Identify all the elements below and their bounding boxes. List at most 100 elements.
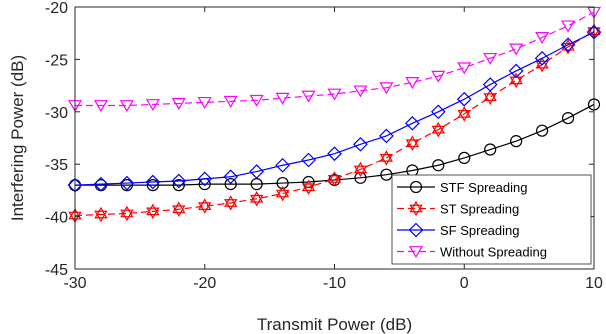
hexagram-marker-down	[483, 93, 497, 105]
hexagram-marker-up	[275, 185, 290, 198]
data-point-marker	[483, 52, 498, 65]
data-point-marker	[535, 56, 549, 73]
hexagram-marker-down	[198, 202, 212, 214]
legend-marker	[409, 200, 423, 217]
y-tick-label: -35	[45, 157, 68, 174]
hexagram-marker-up	[198, 198, 212, 210]
x-tick-label: -10	[323, 275, 346, 292]
data-point-marker	[561, 20, 576, 33]
series-line	[75, 103, 595, 186]
hexagram-marker-up	[509, 72, 523, 85]
data-point-marker	[327, 88, 342, 101]
data-point-marker	[198, 198, 212, 214]
data-point-marker	[457, 106, 471, 122]
data-point-marker	[379, 82, 394, 95]
series-line	[74, 31, 595, 186]
data-point-marker	[535, 31, 550, 44]
data-point-marker	[484, 143, 497, 156]
y-tick-label: -30	[45, 105, 68, 122]
data-point-marker	[379, 150, 394, 166]
x-tick-label: -30	[63, 275, 86, 292]
legend-label: SF Spreading	[440, 223, 520, 238]
hexagram-marker-up	[224, 195, 238, 207]
legend-marker	[408, 246, 424, 259]
data-point-marker	[249, 94, 264, 107]
data-point-marker	[405, 135, 420, 151]
data-point-marker	[535, 124, 549, 137]
axes-layer	[74, 6, 595, 270]
data-point-marker	[510, 135, 523, 148]
hexagram-marker-down	[301, 183, 316, 195]
legend-item: STF Spreading	[397, 180, 527, 195]
data-point-marker	[353, 161, 368, 178]
y-tick-label: -25	[45, 52, 68, 69]
data-point-marker	[93, 100, 108, 113]
data-point-marker	[94, 206, 108, 223]
data-point-marker	[120, 179, 134, 192]
data-point-marker	[458, 151, 471, 165]
y-tick-label: -45	[45, 262, 68, 279]
legend: STF Spreading ST Spreading SF Spreading Wit…	[391, 174, 592, 265]
data-point-marker	[301, 179, 316, 195]
data-point-marker	[224, 195, 238, 211]
data-point-marker	[249, 191, 264, 207]
x-axis-title: Transmit Power (dB)	[257, 315, 412, 334]
data-point-marker	[561, 111, 575, 125]
legend-label: Without Spreading	[440, 245, 547, 260]
data-point-marker	[430, 104, 446, 120]
hexagram-marker-up	[327, 171, 342, 183]
data-point-marker	[171, 173, 187, 189]
data-point-marker	[120, 205, 134, 222]
data-point-marker	[172, 201, 186, 217]
series-1	[68, 23, 601, 224]
legend-label: ST Spreading	[440, 202, 519, 217]
y-axis-title: Interfering Power (dB)	[8, 55, 27, 221]
data-point-marker	[119, 100, 134, 113]
hexagram-marker-up	[94, 206, 108, 219]
data-point-marker	[301, 152, 316, 168]
data-point-marker	[482, 77, 498, 92]
tick-label-layer: -30 -20 -10 0 10 -45 -40 -35 -30 -25 -20	[45, 0, 603, 292]
hexagram-marker-down	[146, 207, 160, 220]
legend-marker	[408, 222, 424, 238]
legend-marker	[409, 180, 423, 194]
data-point-marker	[275, 92, 290, 105]
y-tick-label: -20	[45, 0, 68, 17]
hexagram-marker-up	[457, 106, 471, 118]
hexagram-marker-up	[353, 161, 368, 174]
x-tick-label: -20	[193, 275, 216, 292]
hexagram-marker-up	[483, 89, 497, 101]
hexagram-marker-up	[146, 203, 160, 216]
legend-box	[391, 174, 592, 265]
hexagram-marker-up	[561, 39, 575, 51]
hexagram-marker-down	[275, 189, 290, 202]
hexagram-marker-up	[405, 135, 420, 148]
x-tick-label: 10	[585, 275, 603, 292]
data-point-marker	[301, 90, 316, 103]
data-point-marker	[431, 121, 445, 138]
data-point-marker	[432, 159, 445, 172]
hexagram-marker-down	[379, 154, 394, 166]
data-point-marker	[275, 185, 290, 202]
hexagram-marker-down	[249, 194, 264, 207]
data-point-marker	[146, 203, 160, 220]
data-point-marker	[119, 175, 135, 191]
data-point-marker	[534, 51, 550, 66]
legend-item: Without Spreading	[397, 245, 547, 260]
hexagram-marker-up	[249, 191, 264, 203]
data-point-marker	[508, 63, 524, 79]
legend-item: SF Spreading	[397, 222, 520, 238]
hexagram-marker-down	[409, 204, 423, 217]
data-point-marker	[560, 37, 576, 53]
data-point-marker	[223, 95, 238, 108]
data-point-marker	[197, 96, 212, 109]
data-point-marker	[145, 99, 160, 112]
data-point-marker	[224, 178, 237, 191]
hexagram-marker-down	[327, 175, 342, 187]
hexagram-marker-down	[431, 125, 445, 138]
hexagram-marker-down	[94, 210, 108, 223]
data-point-marker	[379, 128, 394, 144]
hexagram-marker-down	[172, 205, 186, 217]
